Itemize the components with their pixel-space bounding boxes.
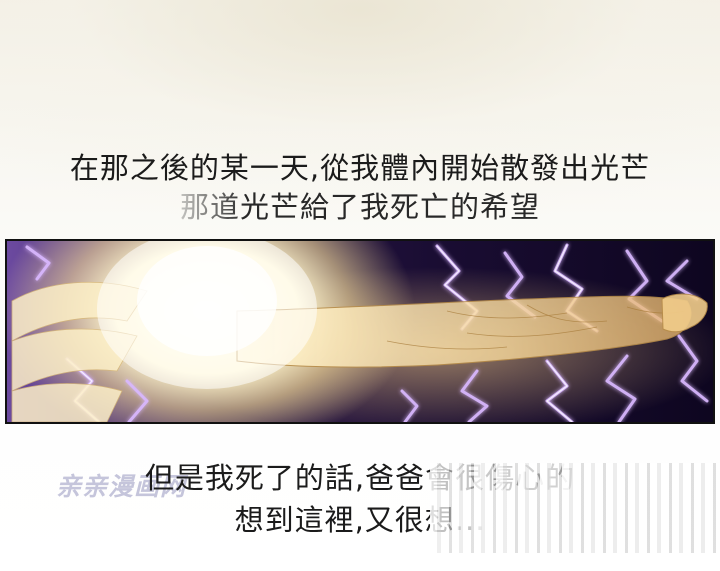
hand bbox=[661, 293, 708, 333]
caption-line-2-text: 那道光芒給了我死亡的希望 bbox=[179, 190, 540, 224]
caption-line-1: 在那之後的某一天,從我體內開始散發出光芒 bbox=[69, 151, 651, 185]
comic-panel bbox=[5, 239, 715, 424]
glowing-figure-illustration bbox=[11, 241, 709, 422]
blurred-overlay bbox=[430, 463, 720, 553]
watermark-logo: 亲亲漫画网 bbox=[56, 472, 187, 501]
caption-line-2: 那道光芒給了我死亡的希望 bbox=[0, 189, 720, 225]
